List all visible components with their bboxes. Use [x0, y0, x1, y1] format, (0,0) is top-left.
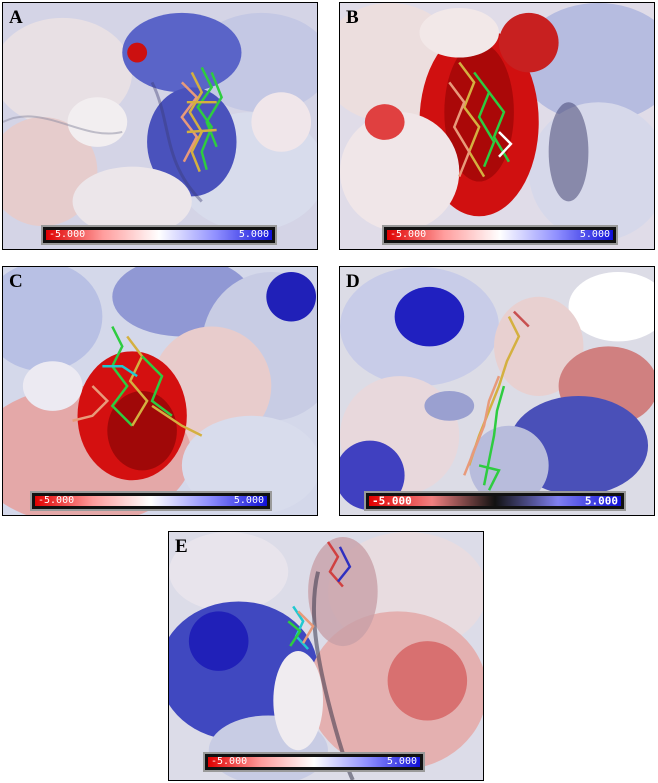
scale-min: -5.000 [211, 756, 248, 767]
protein-surface-e [169, 532, 483, 780]
panel-b-scale-bar: -5.000 5.000 [382, 225, 618, 245]
panel-e: E -5.000 5.000 [168, 531, 484, 781]
scale-min: -5.000 [49, 229, 86, 240]
scale-max: 5.000 [584, 494, 618, 508]
scale-max: 5.000 [238, 229, 269, 240]
scale-min: -5.000 [390, 229, 427, 240]
panel-c-scale-bar: -5.000 5.000 [30, 491, 272, 511]
scale-max: 5.000 [233, 495, 264, 506]
scale-min: -5.000 [372, 494, 412, 508]
protein-surface-b [340, 3, 654, 249]
panel-d-label: D [346, 271, 360, 292]
panel-b-label: B [346, 7, 359, 28]
ligand-ensemble-a [180, 66, 223, 173]
ligand-ensemble-e [287, 541, 352, 650]
panel-c: C -5.000 5.000 [2, 266, 318, 516]
panel-a: A -5.000 5.000 [2, 2, 318, 250]
protein-surface-d [340, 267, 654, 515]
ligand-ensemble-d [463, 310, 530, 491]
protein-surface-c [3, 267, 317, 515]
panel-a-label: A [9, 7, 23, 28]
panel-d-scale-bar: -5.000 5.000 [364, 491, 626, 511]
ligand-ensemble-c [72, 325, 203, 437]
scale-max: 5.000 [386, 756, 417, 767]
panel-e-scale-bar: -5.000 5.000 [203, 752, 425, 772]
panel-e-label: E [175, 536, 188, 557]
ligand-ensemble-b [448, 61, 513, 178]
panel-d: D -5.000 5.000 [339, 266, 655, 516]
scale-min: -5.000 [38, 495, 75, 506]
scale-max: 5.000 [579, 229, 610, 240]
protein-surface-a [3, 3, 317, 249]
panel-a-scale-bar: -5.000 5.000 [41, 225, 277, 245]
panel-c-label: C [9, 271, 23, 292]
panel-b: B -5.000 5.000 [339, 2, 655, 250]
